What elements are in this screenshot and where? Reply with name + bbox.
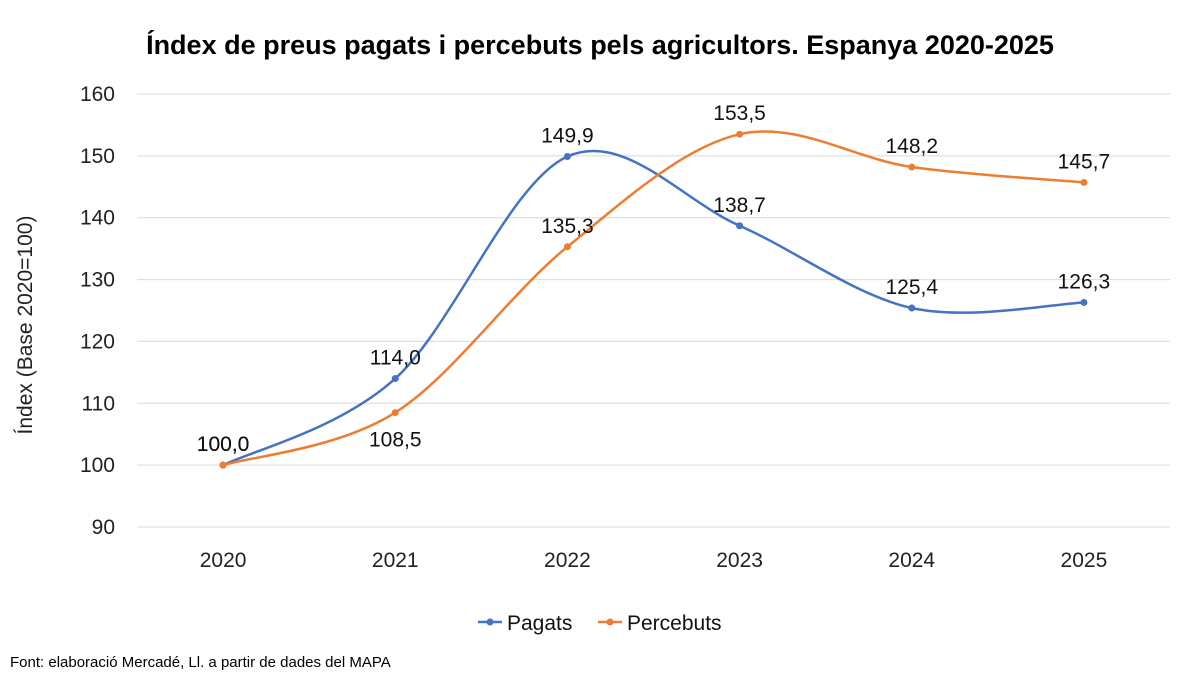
data-point-percebuts — [908, 163, 916, 171]
data-point-percebuts — [563, 243, 571, 251]
data-label-percebuts: 108,5 — [369, 429, 422, 452]
data-label-pagats: 149,9 — [541, 124, 594, 147]
legend-swatch-marker — [606, 618, 614, 626]
x-tick-label: 2024 — [888, 549, 935, 572]
data-label-pagats: 114,0 — [370, 347, 421, 370]
y-tick-label: 160 — [80, 83, 115, 106]
gridlines — [137, 93, 1170, 528]
data-label-percebuts: 135,3 — [541, 215, 594, 238]
data-label-percebuts: 145,7 — [1058, 150, 1111, 173]
data-point-pagats — [1080, 298, 1088, 306]
data-label-pagats: 125,4 — [885, 276, 938, 299]
legend: Pagats Percebuts — [478, 612, 722, 635]
data-label-pagats: 126,3 — [1058, 270, 1111, 293]
source-note: Font: elaboració Mercadé, Ll. a partir d… — [10, 654, 391, 671]
y-tick-label: 90 — [92, 516, 115, 539]
y-axis-label: Índex (Base 2020=100) — [14, 216, 37, 435]
x-tick-label: 2023 — [716, 549, 763, 572]
series-line-percebuts — [222, 130, 1085, 467]
legend-item-pagats: Pagats — [478, 612, 572, 635]
data-point-percebuts — [736, 130, 744, 138]
y-axis-ticks: 90 100 110 120 130 140 150 160 — [80, 83, 115, 539]
data-label-percebuts: 148,2 — [885, 135, 938, 158]
data-label-percebuts: 153,5 — [713, 102, 766, 125]
y-tick-label: 100 — [80, 454, 115, 477]
x-tick-label: 2021 — [372, 549, 419, 572]
y-tick-label: 110 — [82, 392, 115, 415]
data-point-pagats — [736, 222, 744, 230]
data-point-pagats — [391, 375, 399, 383]
chart-title: Índex de preus pagats i percebuts pels a… — [146, 29, 1054, 60]
x-tick-label: 2022 — [544, 549, 591, 572]
x-tick-label: 2020 — [200, 549, 247, 572]
y-tick-label: 130 — [80, 269, 115, 292]
legend-item-percebuts: Percebuts — [598, 612, 722, 635]
y-tick-label: 140 — [80, 207, 115, 230]
data-point-pagats — [908, 304, 916, 312]
x-axis-ticks: 2020 2021 2022 2023 2024 2025 — [200, 549, 1108, 572]
data-label-pagats: 138,7 — [713, 194, 766, 217]
data-point-pagats — [563, 152, 571, 160]
series-layer — [219, 130, 1088, 469]
legend-label: Pagats — [507, 612, 572, 635]
y-tick-label: 120 — [80, 330, 115, 353]
data-point-percebuts — [1080, 178, 1088, 186]
y-tick-label: 150 — [80, 145, 115, 168]
legend-swatch-marker — [486, 618, 494, 626]
data-point-percebuts — [219, 461, 227, 469]
data-label-percebuts: 100,0 — [197, 433, 250, 456]
data-point-percebuts — [391, 409, 399, 417]
legend-label: Percebuts — [627, 612, 722, 635]
data-label-pagats: 100,0 — [197, 433, 250, 456]
series-line-pagats — [222, 149, 1084, 467]
x-tick-label: 2025 — [1061, 549, 1108, 572]
